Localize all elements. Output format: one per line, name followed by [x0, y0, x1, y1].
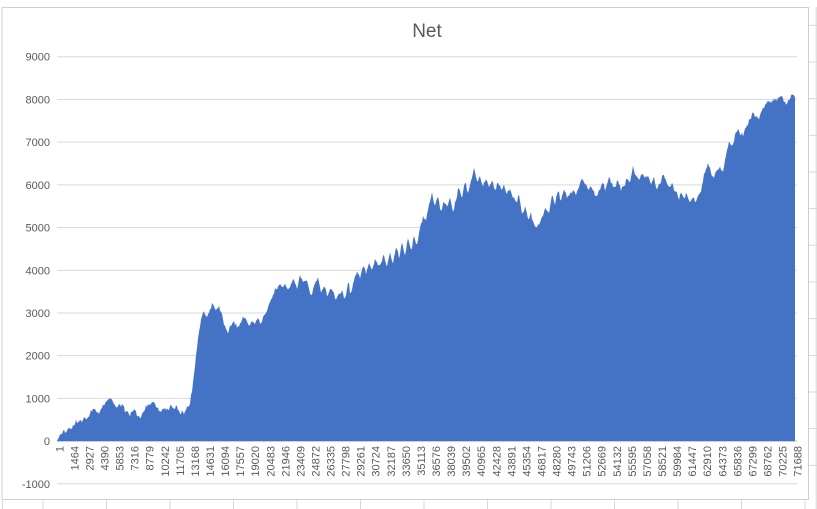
x-tick-label: 11705 [175, 446, 187, 476]
x-tick-label: 13168 [190, 446, 202, 477]
x-tick-label: 55595 [627, 446, 639, 477]
x-tick-label: 57058 [642, 446, 654, 477]
x-tick-label: 65836 [732, 446, 744, 477]
x-tick-label: 1464 [69, 446, 81, 470]
x-axis-labels: 1 1464 2927 4390 5853 7316 8779 10242 11705 13168… [54, 446, 804, 477]
x-tick-label: 32187 [386, 446, 398, 477]
x-tick-label: 51206 [582, 446, 594, 477]
x-tick-label: 54132 [612, 446, 624, 477]
y-tick-label: 2000 [26, 351, 50, 363]
x-tick-label: 40965 [476, 446, 488, 477]
x-tick-label: 24872 [310, 446, 322, 477]
x-tick-label: 1 [54, 446, 66, 452]
x-tick-label: 36576 [431, 446, 443, 477]
x-tick-label: 43891 [506, 446, 518, 477]
x-tick-label: 29261 [356, 446, 368, 477]
x-tick-label: 33650 [401, 446, 413, 477]
x-tick-label: 39502 [461, 446, 473, 477]
x-tick-label: 14631 [205, 446, 217, 477]
y-tick-label: 1000 [26, 393, 50, 405]
x-tick-label: 52669 [597, 446, 609, 477]
x-tick-label: 7316 [130, 446, 142, 470]
x-tick-label: 46817 [536, 446, 548, 477]
x-tick-label: 70225 [778, 446, 790, 477]
chart-title[interactable]: Net [412, 21, 442, 42]
y-tick-label: 6000 [26, 180, 50, 192]
y-axis-labels: -1000 0 1000 2000 3000 4000 5000 6000 7000 8000 90… [22, 52, 50, 491]
x-tick-label: 5853 [115, 446, 127, 470]
x-tick-label: 67299 [747, 446, 759, 477]
x-tick-label: 64373 [717, 446, 729, 477]
x-tick-label: 4390 [100, 446, 112, 470]
x-tick-label: 17557 [235, 446, 247, 477]
y-tick-label: 4000 [26, 265, 50, 277]
x-tick-label: 58521 [657, 446, 669, 477]
x-tick-label: 21946 [280, 446, 292, 477]
x-tick-label: 27798 [341, 446, 353, 477]
x-tick-label: 49743 [567, 446, 579, 477]
x-tick-label: 48280 [552, 446, 564, 477]
x-tick-label: 20483 [265, 446, 277, 477]
x-tick-label: 35113 [416, 446, 428, 476]
x-tick-label: 16094 [220, 446, 232, 477]
x-tick-label: 8779 [145, 446, 157, 470]
x-tick-label: 23409 [295, 446, 307, 477]
x-tick-label: 45354 [521, 446, 533, 477]
worksheet-gridlines [2, 7, 817, 509]
x-tick-label: 71688 [793, 446, 805, 477]
x-tick-label: 19020 [250, 446, 262, 477]
y-tick-label: 0 [44, 436, 50, 448]
x-tick-label: 59984 [672, 446, 684, 477]
y-tick-label: 3000 [26, 308, 50, 320]
x-tick-label: 2927 [84, 446, 96, 470]
y-tick-label: 8000 [26, 94, 50, 106]
x-tick-label: 42428 [491, 446, 503, 477]
y-tick-label: 9000 [26, 52, 50, 64]
x-tick-label: 10242 [160, 446, 172, 477]
x-tick-label: 30724 [371, 446, 383, 477]
x-tick-label: 38039 [446, 446, 458, 477]
y-tick-label: 7000 [26, 137, 50, 149]
y-tick-label: 5000 [26, 223, 50, 235]
y-tick-label: -1000 [22, 479, 50, 491]
x-tick-label: 61447 [687, 446, 699, 477]
x-tick-label: 62910 [702, 446, 714, 477]
net-series-area[interactable] [57, 94, 795, 442]
x-tick-label: 26335 [326, 446, 338, 477]
x-tick-label: 68762 [762, 446, 774, 477]
